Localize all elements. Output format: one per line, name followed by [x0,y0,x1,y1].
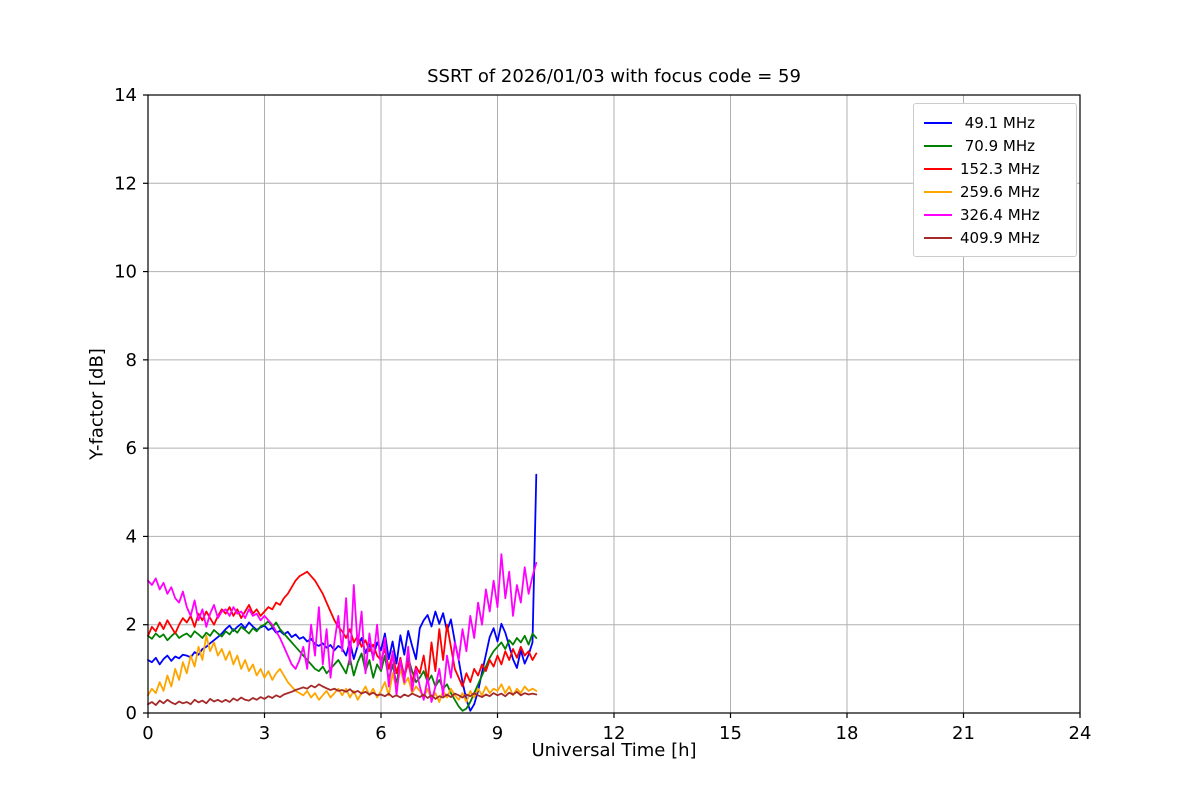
legend-line-swatch [924,167,952,170]
legend-line-swatch [924,190,952,193]
x-tick-label: 9 [492,723,503,744]
series-line-152-3-MHz [147,570,538,688]
x-tick-label: 15 [719,723,742,744]
y-axis-label: Y-factor [dB] [86,348,108,460]
legend-line-swatch [924,121,952,124]
y-tick-label: 14 [114,85,137,106]
legend-line-swatch [924,213,952,216]
legend-item-49-1-MHz: 49.1 MHz [924,111,1066,134]
x-axis-label: Universal Time [h] [531,740,697,761]
legend-item-259-6-MHz: 259.6 MHz [924,180,1066,203]
y-tick-label: 0 [126,703,137,724]
series-line-326-4-MHz [147,553,538,703]
y-tick-label: 10 [114,262,137,283]
legend-item-70-9-MHz: 70.9 MHz [924,134,1066,157]
legend-line-swatch [924,236,952,239]
legend-item-409-9-MHz: 409.9 MHz [924,226,1066,249]
x-tick-label: 21 [952,723,975,744]
legend-label: 326.4 MHz [960,205,1040,224]
x-tick-label: 0 [142,723,153,744]
chart-title: SSRT of 2026/01/03 with focus code = 59 [427,66,801,87]
y-tick-label: 8 [126,350,137,371]
x-tick-label: 3 [259,723,270,744]
x-tick-label: 24 [1069,723,1092,744]
legend-label: 409.9 MHz [960,228,1040,247]
y-tick-label: 2 [126,615,137,636]
series-line-259-6-MHz [147,634,538,703]
legend-label: 70.9 MHz [960,136,1036,155]
legend: 49.1 MHz 70.9 MHz 152.3 MHz 259.6 MHz 326.4… [913,103,1077,257]
legend-label: 152.3 MHz [960,159,1040,178]
legend-item-152-3-MHz: 152.3 MHz [924,157,1066,180]
legend-label: 49.1 MHz [960,113,1036,132]
x-tick-label: 18 [836,723,859,744]
x-tick-label: 12 [603,723,626,744]
legend-label: 259.6 MHz [960,182,1040,201]
y-tick-label: 12 [114,173,137,194]
y-tick-label: 4 [126,526,137,547]
y-tick-label: 6 [126,438,137,459]
legend-line-swatch [924,144,952,147]
legend-item-326-4-MHz: 326.4 MHz [924,203,1066,226]
series-line-409-9-MHz [147,683,538,706]
x-tick-label: 6 [375,723,386,744]
series-line-70-9-MHz [147,620,538,712]
